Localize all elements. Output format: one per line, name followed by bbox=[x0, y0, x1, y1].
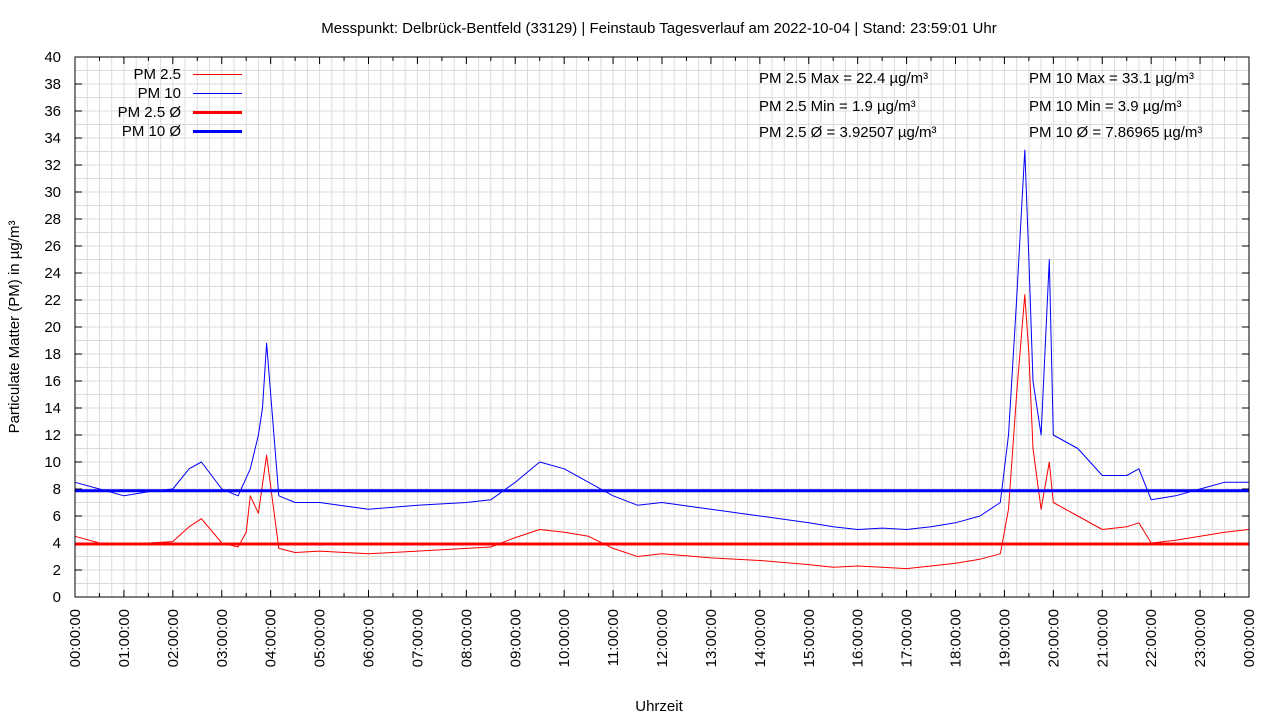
series-line-pm10 bbox=[74, 149, 1249, 530]
x-tick-label: 04:00:00 bbox=[263, 609, 280, 667]
x-tick-label: 00:00:00 bbox=[1241, 609, 1258, 667]
plot-border bbox=[74, 56, 1250, 598]
x-tick-label: 23:00:00 bbox=[1192, 609, 1209, 667]
y-tick-label: 20 bbox=[44, 319, 61, 336]
y-tick-label: 16 bbox=[44, 373, 61, 390]
x-tick-label: 15:00:00 bbox=[801, 609, 818, 667]
x-tick-label: 06:00:00 bbox=[361, 609, 378, 667]
y-tick-label: 22 bbox=[44, 292, 61, 309]
y-tick-label: 2 bbox=[53, 562, 61, 579]
y-tick-label: 28 bbox=[44, 211, 61, 228]
y-tick-label: 8 bbox=[53, 481, 61, 498]
y-tick-label: 0 bbox=[53, 589, 61, 606]
y-tick-label: 14 bbox=[44, 400, 61, 417]
x-tick-label: 19:00:00 bbox=[996, 609, 1013, 667]
legend-label-pm25-avg: PM 2.5 Ø bbox=[118, 104, 182, 121]
y-tick-label: 38 bbox=[44, 76, 61, 93]
x-axis-label: Uhrzeit bbox=[635, 698, 683, 715]
x-tick-label: 14:00:00 bbox=[752, 609, 769, 667]
y-tick-label: 36 bbox=[44, 103, 61, 120]
stat-pm10-max: PM 10 Max = 33.1 µg/m³ bbox=[1029, 70, 1194, 87]
minor-ticks bbox=[74, 56, 1250, 598]
x-tick-label: 03:00:00 bbox=[214, 609, 231, 667]
average-lines bbox=[75, 489, 1249, 546]
x-tick-label: 11:00:00 bbox=[605, 609, 622, 666]
x-tick-label: 12:00:00 bbox=[654, 609, 671, 667]
y-tick-label: 18 bbox=[44, 346, 61, 363]
series-line-pm25 bbox=[74, 294, 1250, 570]
x-tick-label: 02:00:00 bbox=[165, 609, 182, 667]
x-tick-label: 01:00:00 bbox=[116, 609, 133, 667]
x-tick-label: 00:00:00 bbox=[67, 609, 84, 667]
stats-annotations: PM 2.5 Max = 22.4 µg/m³ PM 2.5 Min = 1.9… bbox=[759, 70, 1202, 141]
legend-label-pm10: PM 10 bbox=[138, 85, 181, 102]
y-tick-label: 32 bbox=[44, 157, 61, 174]
x-tick-labels: 00:00:00 01:00:00 02:00:00 03:00:00 04:00:00… bbox=[67, 609, 1258, 667]
x-tick-label: 08:00:00 bbox=[458, 609, 475, 667]
y-axis-label: Particulate Matter (PM) in µg/m³ bbox=[6, 221, 23, 434]
y-tick-label: 34 bbox=[44, 130, 61, 147]
stat-pm25-min: PM 2.5 Min = 1.9 µg/m³ bbox=[759, 98, 916, 115]
y-tick-label: 4 bbox=[53, 535, 61, 552]
y-tick-label: 10 bbox=[44, 454, 61, 471]
x-tick-label: 05:00:00 bbox=[312, 609, 329, 667]
legend-label-pm10-avg: PM 10 Ø bbox=[122, 123, 182, 140]
x-tick-label: 17:00:00 bbox=[899, 609, 916, 667]
y-tick-label: 26 bbox=[44, 238, 61, 255]
x-tick-label: 09:00:00 bbox=[507, 609, 524, 667]
x-tick-label: 16:00:00 bbox=[850, 609, 867, 667]
y-tick-label: 30 bbox=[44, 184, 61, 201]
x-tick-label: 22:00:00 bbox=[1143, 609, 1160, 667]
grid bbox=[75, 57, 1249, 597]
x-tick-label: 13:00:00 bbox=[703, 609, 720, 667]
legend-label-pm25: PM 2.5 bbox=[133, 66, 181, 83]
y-tick-label: 6 bbox=[53, 508, 61, 525]
y-tick-label: 12 bbox=[44, 427, 61, 444]
stat-pm25-max: PM 2.5 Max = 22.4 µg/m³ bbox=[759, 70, 928, 87]
stat-pm10-min: PM 10 Min = 3.9 µg/m³ bbox=[1029, 98, 1181, 115]
x-tick-label: 07:00:00 bbox=[409, 609, 426, 667]
x-tick-label: 21:00:00 bbox=[1094, 609, 1111, 667]
x-tick-label: 18:00:00 bbox=[948, 609, 965, 667]
x-tick-label: 20:00:00 bbox=[1045, 609, 1062, 667]
y-tick-label: 40 bbox=[44, 49, 61, 66]
series-layer bbox=[74, 149, 1250, 570]
legend: PM 2.5 PM 10 PM 2.5 Ø PM 10 Ø bbox=[118, 66, 242, 140]
stat-pm25-avg: PM 2.5 Ø = 3.92507 µg/m³ bbox=[759, 124, 936, 141]
x-tick-label: 10:00:00 bbox=[556, 609, 573, 667]
y-tick-label: 24 bbox=[44, 265, 61, 282]
stat-pm10-avg: PM 10 Ø = 7.86965 µg/m³ bbox=[1029, 124, 1202, 141]
chart-title: Messpunkt: Delbrück-Bentfeld (33129) | F… bbox=[321, 20, 996, 37]
